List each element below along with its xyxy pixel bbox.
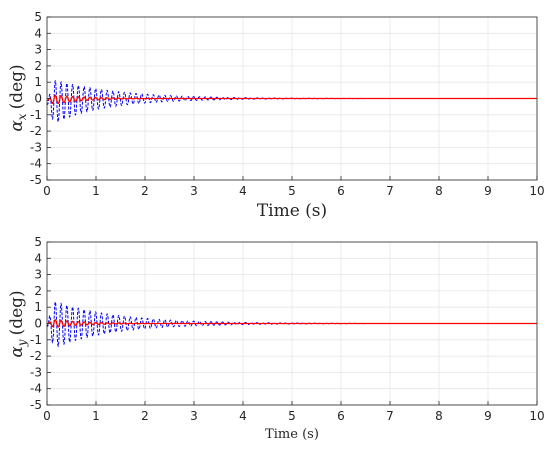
y-tick-label: 1 (34, 300, 42, 314)
x-tick-label: 1 (92, 184, 100, 198)
y-axis-label: αx(deg) (7, 64, 29, 131)
x-tick-label: 3 (190, 184, 198, 198)
x-tick-label: 4 (239, 409, 247, 423)
data-lines (46, 80, 537, 123)
x-tick-label: 10 (529, 409, 544, 423)
series-line-red (46, 94, 537, 105)
x-tick-label: 10 (529, 184, 544, 198)
x-tick-label: 8 (435, 184, 443, 198)
y-tick-label: 2 (34, 284, 42, 298)
x-axis-label: Time (s) (257, 201, 327, 221)
x-tick-label: 3 (190, 409, 198, 423)
y-tick-label: 2 (34, 59, 42, 73)
x-tick-label: 9 (484, 184, 492, 198)
y-tick-label: 3 (34, 43, 42, 57)
y-tick-label: -1 (30, 108, 42, 122)
data-lines (46, 301, 537, 348)
y-tick-label: 1 (34, 75, 42, 89)
x-tick-label: 0 (43, 409, 51, 423)
x-axis-label: Time (s) (265, 427, 319, 442)
x-tick-label: 7 (386, 409, 394, 423)
x-tick-label: 4 (239, 184, 247, 198)
y-tick-label: -3 (30, 365, 42, 379)
y-tick-label: 0 (34, 92, 42, 106)
x-tick-label: 2 (141, 184, 149, 198)
x-tick-label: 2 (141, 409, 149, 423)
y-tick-label: -5 (30, 398, 42, 412)
y-tick-label: -1 (30, 333, 42, 347)
y-tick-label: -2 (30, 124, 42, 138)
y-tick-label: -4 (30, 382, 42, 396)
series-line-red (46, 319, 537, 328)
x-tick-label: 6 (337, 184, 345, 198)
x-tick-label: 1 (92, 409, 100, 423)
x-tick-label: 0 (43, 184, 51, 198)
y-tick-label: 4 (34, 251, 42, 265)
y-tick-label: -5 (30, 173, 42, 187)
x-tick-label: 5 (288, 184, 296, 198)
y-tick-label: 4 (34, 26, 42, 40)
x-tick-label: 8 (435, 409, 443, 423)
y-tick-label: 5 (34, 235, 42, 249)
y-tick-label: -4 (30, 157, 42, 171)
y-tick-label: 5 (34, 10, 42, 24)
x-tick-label: 6 (337, 409, 345, 423)
y-tick-label: 0 (34, 317, 42, 331)
x-tick-label: 7 (386, 184, 394, 198)
y-tick-label: -2 (30, 349, 42, 363)
y-tick-label: 3 (34, 268, 42, 282)
x-tick-label: 5 (288, 409, 296, 423)
y-tick-label: -3 (30, 140, 42, 154)
y-axis-label: αy(deg) (7, 290, 29, 357)
x-tick-label: 9 (484, 409, 492, 423)
